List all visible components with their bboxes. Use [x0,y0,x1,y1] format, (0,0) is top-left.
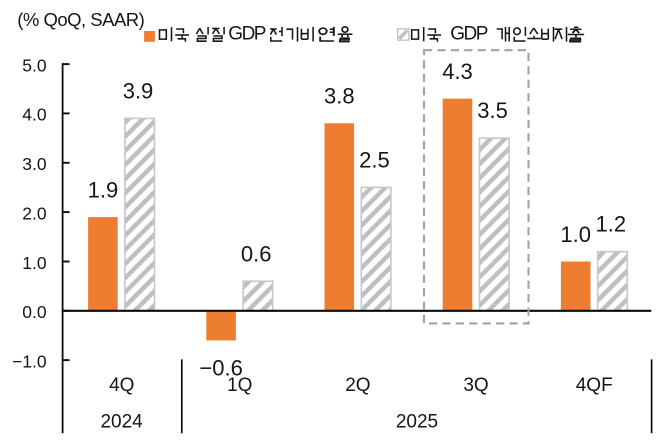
svg-text:1.0: 1.0 [22,253,47,273]
svg-text:3.8: 3.8 [324,84,355,109]
svg-text:0.6: 0.6 [241,241,272,266]
svg-text:4.3: 4.3 [442,59,473,84]
svg-text:4.0: 4.0 [22,105,47,125]
svg-text:2025: 2025 [396,412,438,433]
svg-text:3.0: 3.0 [22,154,47,174]
svg-text:−0.6: −0.6 [199,356,242,381]
svg-text:5.0: 5.0 [22,55,47,75]
svg-text:2.5: 2.5 [359,148,390,173]
svg-text:2Q: 2Q [345,375,370,396]
svg-text:−1.0: −1.0 [12,351,47,371]
svg-text:3Q: 3Q [463,375,488,396]
svg-text:GDP: GDP [450,24,488,45]
svg-text:0.0: 0.0 [22,302,47,322]
svg-text:(% QoQ, SAAR): (% QoQ, SAAR) [17,9,144,30]
svg-text:2024: 2024 [100,412,143,433]
svg-text:2.0: 2.0 [22,203,47,223]
svg-text:4Q: 4Q [109,375,134,396]
svg-text:GDP: GDP [228,24,265,45]
svg-text:1.2: 1.2 [596,212,627,237]
svg-text:4QF: 4QF [576,375,613,396]
svg-text:3.5: 3.5 [477,98,508,123]
svg-text:3.9: 3.9 [123,79,154,104]
svg-text:1Q: 1Q [227,375,252,396]
svg-text:1.0: 1.0 [560,222,591,247]
svg-text:1.9: 1.9 [88,177,119,202]
